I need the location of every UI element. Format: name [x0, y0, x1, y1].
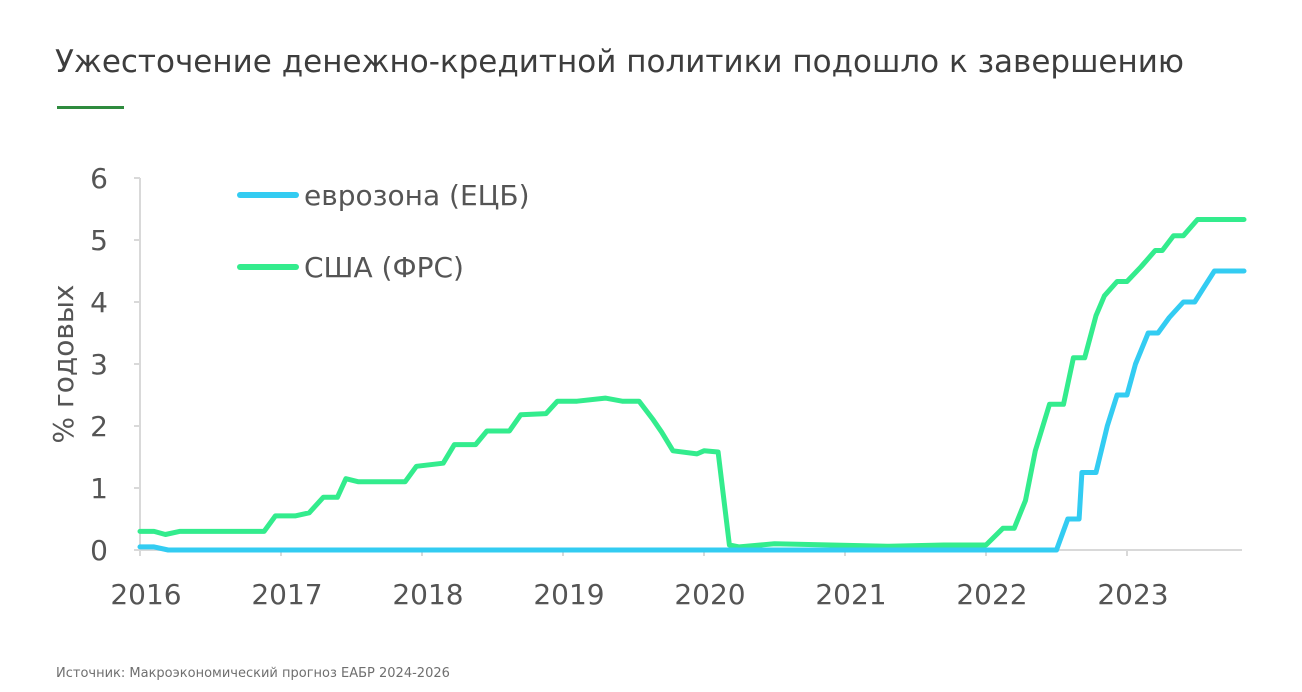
- series-line-fed: [137, 217, 1247, 550]
- y-tick-label: 4: [90, 286, 108, 319]
- x-tick-label: 2023: [1097, 578, 1168, 611]
- interest-rate-chart: 0 1 2 3 4 5 6 2016 2017 2018 2019 2020 2021 2022 2023…: [47, 162, 1247, 611]
- page-title: Ужесточение денежно-кредитной политики п…: [55, 44, 1185, 80]
- series-lines: [137, 217, 1247, 553]
- y-tick-label: 3: [90, 348, 108, 381]
- x-tick-label: 2017: [251, 578, 322, 611]
- legend-label: еврозона (ЕЦБ): [304, 179, 530, 212]
- legend-label: США (ФРС): [304, 251, 464, 284]
- legend-item-ecb: еврозона (ЕЦБ): [237, 179, 530, 212]
- y-tick-label: 2: [90, 410, 108, 443]
- series-line-ecb: [137, 268, 1247, 553]
- source-note: Источник: Макроэкономический прогноз ЕАБ…: [56, 666, 450, 681]
- title-underline: [57, 106, 124, 109]
- y-axis-title: % годовых: [47, 284, 80, 443]
- y-tick-label: 6: [90, 162, 108, 195]
- y-axis-ticks: 0 1 2 3 4 5 6: [90, 162, 140, 567]
- legend-item-fed: США (ФРС): [237, 251, 464, 284]
- y-tick-label: 1: [90, 472, 108, 505]
- x-tick-label: 2020: [674, 578, 745, 611]
- x-tick-label: 2016: [110, 578, 181, 611]
- x-tick-label: 2022: [956, 578, 1027, 611]
- x-tick-label: 2019: [533, 578, 604, 611]
- x-tick-label: 2021: [815, 578, 886, 611]
- chart-axes: [139, 178, 1242, 551]
- chart-legend: еврозона (ЕЦБ) США (ФРС): [237, 179, 530, 284]
- y-tick-label: 0: [90, 534, 108, 567]
- x-axis-ticks: 2016 2017 2018 2019 2020 2021 2022 2023: [110, 550, 1169, 611]
- y-tick-label: 5: [90, 224, 108, 257]
- x-tick-label: 2018: [392, 578, 463, 611]
